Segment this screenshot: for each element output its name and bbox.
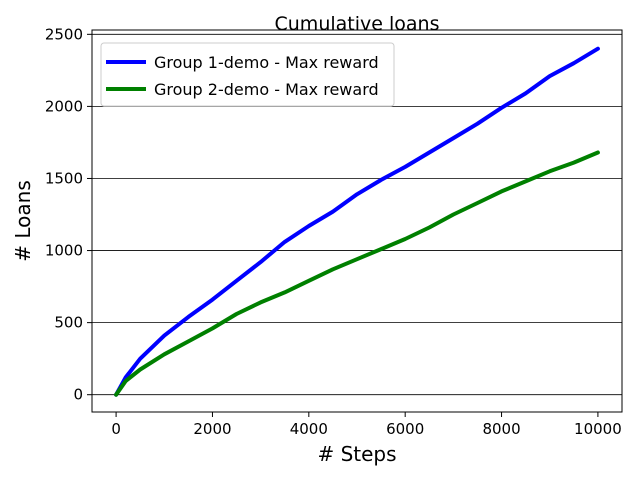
x-tick-label: 4000: [290, 420, 328, 438]
y-tick-label: 1000: [45, 242, 83, 260]
y-tick-label: 2000: [45, 97, 83, 115]
y-ticks: 0 500 1000 1500 2000 2500: [45, 25, 92, 404]
series-lines: [114, 46, 600, 397]
series-line-group-1: [114, 46, 600, 397]
legend-label-group-1: Group 1-demo - Max reward: [154, 53, 379, 72]
x-tick-label: 0: [111, 420, 121, 438]
x-axis-label: # Steps: [317, 442, 396, 466]
x-tick-label: 2000: [193, 420, 231, 438]
legend-box: [100, 42, 395, 107]
y-axis-label: # Loans: [11, 180, 35, 262]
series-line-group-2: [114, 150, 600, 397]
x-tick-label: 6000: [386, 420, 424, 438]
legend: Group 1-demo - Max reward Group 2-demo -…: [100, 42, 395, 107]
x-tick-label: 10000: [574, 420, 622, 438]
y-tick-label: 0: [73, 386, 83, 404]
chart-title: Cumulative loans: [275, 13, 440, 35]
y-tick-label: 500: [54, 314, 83, 332]
y-tick-label: 2500: [45, 25, 83, 43]
plot-frame: [91, 29, 623, 413]
x-ticks: 0 2000 4000 6000 8000 10000: [111, 412, 622, 438]
x-tick-label: 8000: [482, 420, 520, 438]
legend-label-group-2: Group 2-demo - Max reward: [154, 80, 379, 99]
y-tick-label: 1500: [45, 169, 83, 187]
